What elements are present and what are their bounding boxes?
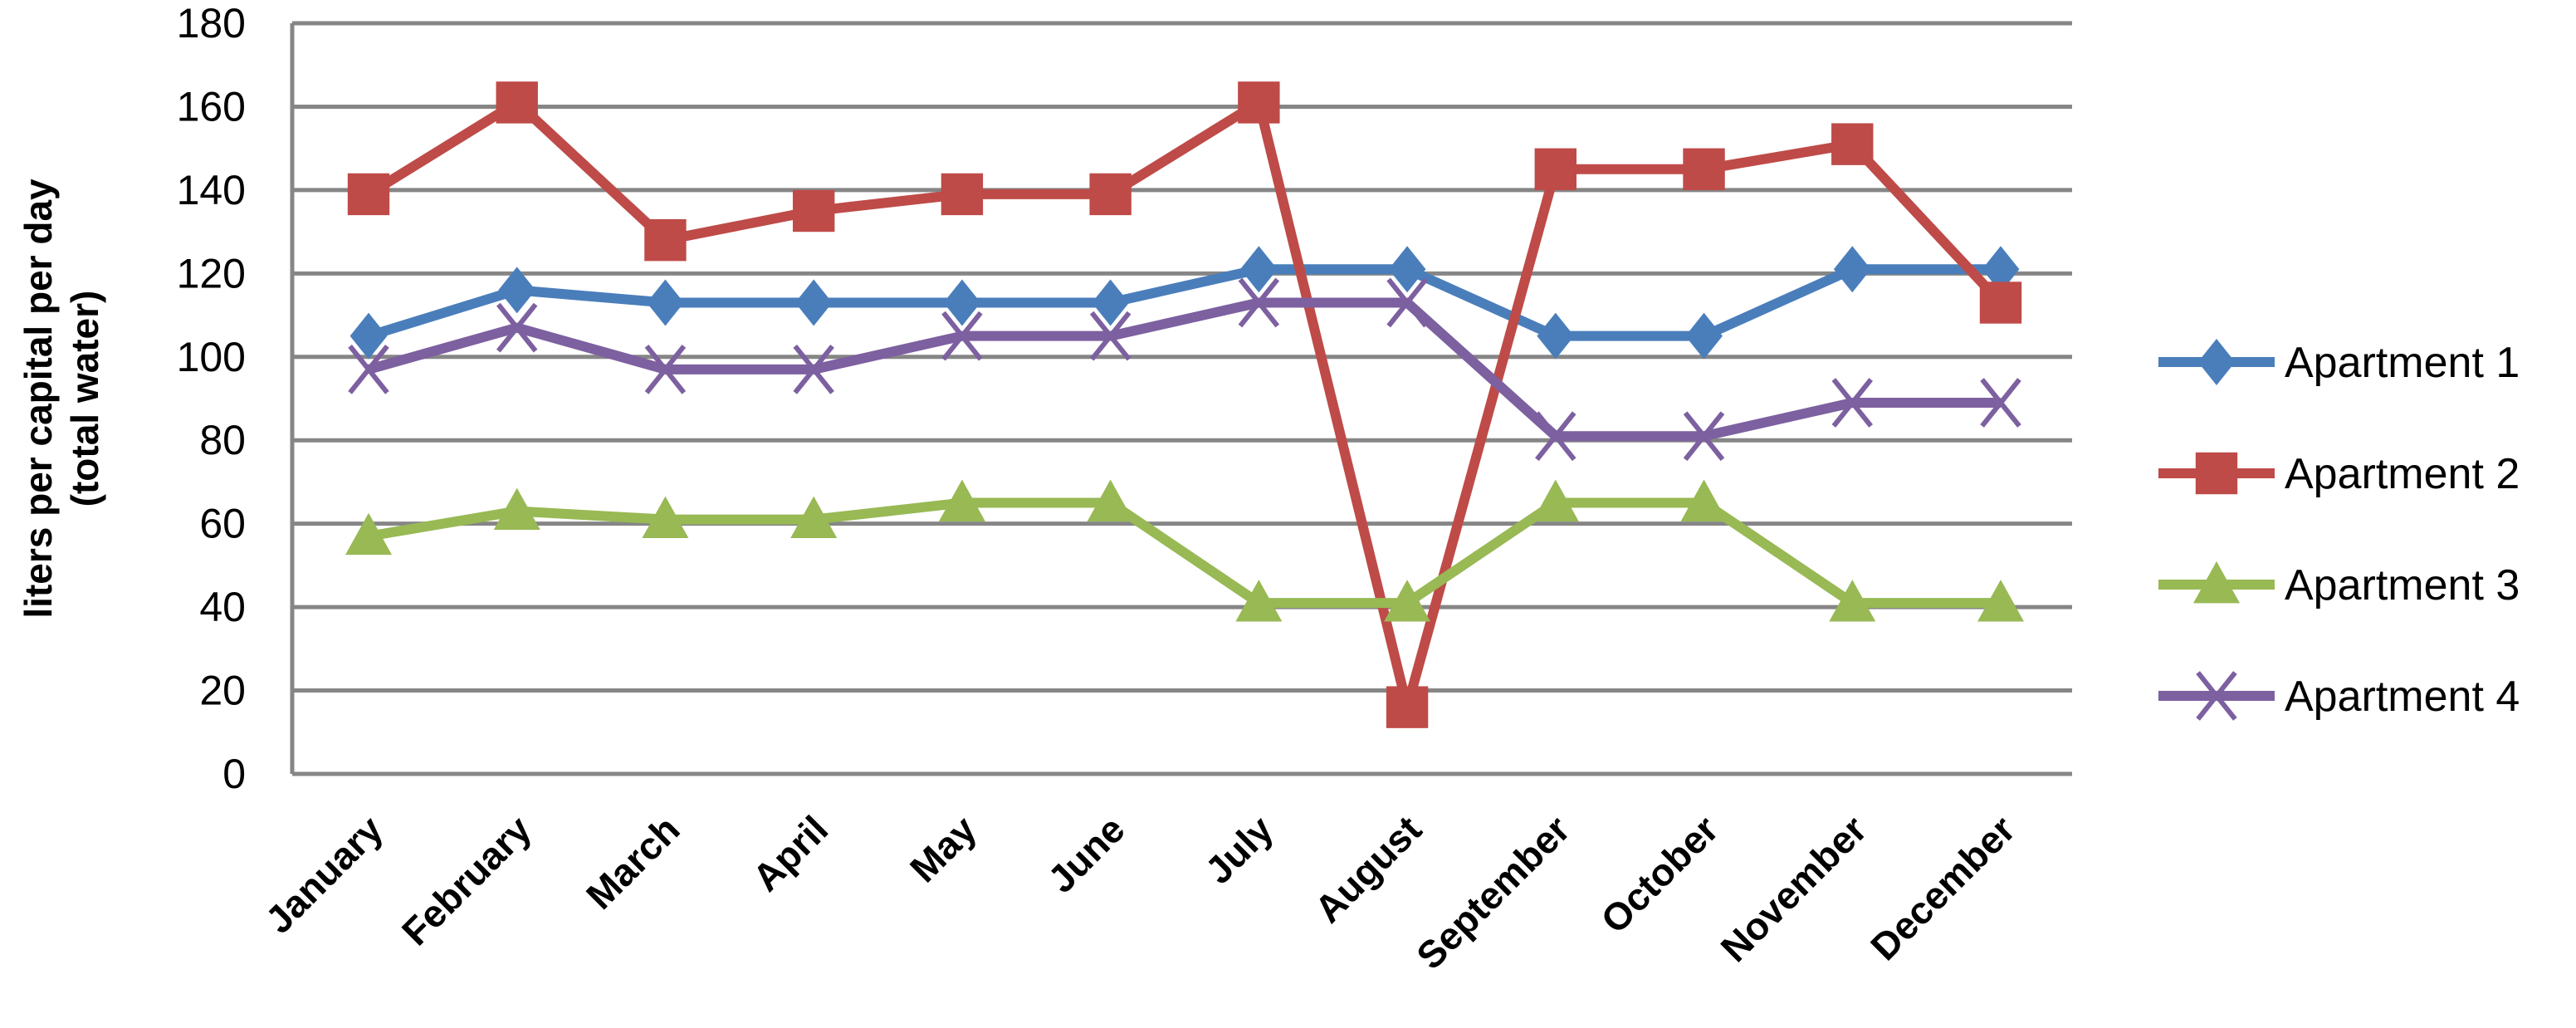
data-point-square (792, 189, 835, 233)
data-point-square (1534, 148, 1577, 190)
legend-entry: Apartment 3 (2158, 561, 2520, 609)
x-tick-label: July (1197, 807, 1282, 892)
data-point-square (644, 218, 687, 262)
y-axis-label-line-2: (total water) (63, 291, 106, 507)
data-point-triangle (1384, 580, 1431, 622)
series-line (367, 264, 2001, 341)
x-tick-label: September (1408, 807, 1578, 977)
data-point-diamond (1388, 246, 1426, 293)
y-tick-label: 80 (199, 417, 246, 463)
data-point-square (1683, 148, 1725, 190)
data-point-x (1831, 378, 1874, 428)
data-point-x (644, 344, 687, 394)
data-point-triangle (938, 479, 985, 521)
y-tick-label: 20 (199, 668, 246, 714)
y-tick-labels: 0 20 40 60 80 100 120 140 160 180 (177, 0, 246, 797)
data-point-diamond (1239, 246, 1278, 293)
data-point-square (941, 173, 984, 216)
legend-label: Apartment 4 (2285, 673, 2520, 721)
y-tick-label: 140 (177, 167, 246, 213)
series-line (367, 297, 2001, 442)
series-lines (345, 81, 2024, 728)
data-point-triangle (1977, 580, 2024, 622)
data-point-triangle (345, 512, 392, 556)
x-tick-label: April (744, 807, 836, 899)
data-point-square (1238, 81, 1280, 124)
data-point-square (1831, 123, 1874, 165)
legend-label: Apartment 1 (2285, 339, 2520, 387)
data-point-diamond (349, 312, 388, 360)
series-line (368, 497, 2001, 609)
legend-label: Apartment 3 (2285, 561, 2520, 609)
x-tick-label: February (393, 807, 540, 953)
data-point-x (1980, 378, 2021, 428)
data-point-diamond (1092, 279, 1130, 326)
data-point-x (1683, 411, 1725, 462)
data-point-x (1535, 411, 1576, 462)
data-point-diamond (1685, 312, 1723, 360)
data-point-x (1089, 311, 1132, 361)
data-point-diamond (498, 267, 536, 314)
x-tick-label: March (578, 807, 688, 918)
data-point-diamond (1833, 246, 1871, 293)
y-tick-label: 0 (222, 751, 246, 797)
data-point-diamond (647, 279, 684, 326)
data-point-diamond (943, 279, 981, 326)
data-point-triangle (493, 487, 540, 530)
series-1 (349, 246, 2020, 360)
legend-entry: Apartment 2 (2158, 450, 2520, 498)
data-point-x (793, 344, 834, 394)
data-point-square (1386, 686, 1429, 728)
data-point-square (496, 81, 538, 124)
series-2 (347, 81, 2022, 728)
data-point-square (347, 173, 390, 216)
data-point-triangle (1532, 479, 1579, 521)
gridlines (290, 21, 2072, 776)
data-point-diamond (1537, 312, 1575, 360)
series-line (365, 97, 2005, 712)
series-4 (348, 277, 2021, 462)
legend: Apartment 1 Apartment 2 Apartment 3 Apartme… (2158, 339, 2520, 721)
data-point-diamond (2197, 339, 2236, 385)
data-point-triangle (1680, 479, 1728, 521)
y-tick-label: 100 (177, 334, 246, 380)
y-tick-label: 180 (177, 0, 246, 47)
x-tick-label: December (1862, 807, 2023, 968)
x-tick-label: November (1712, 807, 1875, 970)
x-tick-label: May (902, 807, 985, 890)
y-tick-label: 120 (177, 250, 246, 296)
data-point-triangle (1087, 479, 1134, 521)
data-point-x (1238, 277, 1280, 328)
y-tick-label: 60 (199, 501, 246, 547)
data-point-triangle (790, 496, 838, 539)
y-axis-label: liters per capital per day (total water) (17, 179, 106, 619)
data-point-square (1089, 173, 1132, 216)
y-tick-label: 40 (199, 584, 246, 630)
y-axis-label-line-1: liters per capital per day (17, 179, 60, 619)
data-point-triangle (642, 496, 689, 539)
legend-entry: Apartment 4 (2158, 671, 2520, 721)
x-tick-label: January (257, 807, 392, 942)
x-tick-label: August (1306, 807, 1430, 931)
legend-label: Apartment 2 (2285, 450, 2520, 498)
data-point-triangle (2193, 561, 2240, 604)
data-point-square (1979, 281, 2022, 324)
data-point-diamond (1982, 246, 2020, 293)
x-tick-labels: January February March April May June July Augu… (257, 807, 2024, 977)
data-point-x (496, 302, 538, 353)
data-point-x (348, 344, 389, 394)
series-3 (345, 479, 2024, 622)
data-point-triangle (1235, 580, 1283, 622)
data-point-x (1386, 277, 1428, 328)
y-tick-label: 160 (177, 83, 246, 130)
data-point-x (2196, 671, 2237, 721)
data-point-triangle (1829, 580, 1876, 622)
data-point-diamond (794, 279, 833, 326)
legend-entry: Apartment 1 (2158, 339, 2520, 387)
data-point-x (941, 311, 983, 361)
x-tick-label: October (1592, 807, 1727, 942)
x-tick-label: June (1039, 807, 1133, 901)
data-point-square (2195, 452, 2238, 495)
